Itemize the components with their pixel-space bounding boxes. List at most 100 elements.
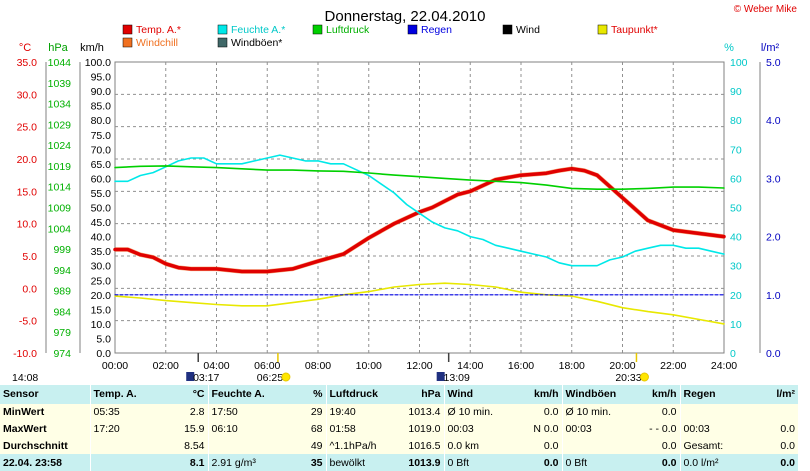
legend-label: Regen bbox=[421, 24, 452, 36]
humidity-tick-label: 20 bbox=[730, 290, 742, 302]
table-cell: Ø 10 min. bbox=[443, 403, 506, 421]
speed-tick-label: 50.0 bbox=[91, 203, 112, 215]
rain-tick-label: 0.0 bbox=[766, 348, 781, 360]
pressure-axis-unit: hPa bbox=[48, 42, 68, 54]
table-cell: 35 bbox=[264, 454, 326, 471]
pressure-tick-label: 1034 bbox=[48, 99, 72, 111]
table-cell bbox=[89, 437, 150, 455]
rain-tick-label: 3.0 bbox=[766, 173, 781, 185]
weather-chart: Donnerstag, 22.04.2010 © Weber Mike Temp… bbox=[12, 4, 798, 384]
rain-tick-label: 2.0 bbox=[766, 232, 781, 244]
legend-swatch bbox=[312, 24, 323, 35]
sun-icon bbox=[639, 372, 649, 382]
table-cell: 0.0 bbox=[628, 454, 680, 471]
series-line-feuchtea bbox=[114, 154, 725, 267]
table-cell: 1016.5 bbox=[388, 437, 444, 455]
x-tick-label: 22:00 bbox=[660, 360, 686, 372]
humidity-tick-label: 30 bbox=[730, 261, 742, 273]
header-cell: Sensor bbox=[0, 385, 90, 404]
stats-table-wrap: Sensor Temp. A. °C Feuchte A. % Luftdruc… bbox=[0, 385, 798, 471]
humidity-tick-label: 70 bbox=[730, 144, 742, 156]
speed-tick-label: 10.0 bbox=[91, 319, 112, 331]
rain-tick-label: 5.0 bbox=[766, 57, 781, 69]
x-tick-label: 18:00 bbox=[559, 360, 585, 372]
pressure-tick-label: 979 bbox=[53, 327, 71, 339]
legend-label: Windböen* bbox=[231, 37, 282, 49]
header-cell: km/h bbox=[506, 385, 562, 404]
sun-icon bbox=[281, 372, 291, 382]
rain-axis-unit: l/m² bbox=[761, 42, 780, 54]
pressure-tick-label: 1024 bbox=[48, 140, 72, 152]
table-row: MaxWert 17:20 15.9 06:10 68 01:58 1019.0… bbox=[0, 420, 798, 438]
table-cell: 0.0 bbox=[742, 437, 798, 455]
stats-table: Sensor Temp. A. °C Feuchte A. % Luftdruc… bbox=[0, 385, 798, 471]
temp-axis-unit: °C bbox=[19, 42, 31, 54]
pressure-tick-label: 1044 bbox=[48, 57, 72, 69]
table-cell: 68 bbox=[264, 420, 326, 438]
table-header-row: Sensor Temp. A. °C Feuchte A. % Luftdruc… bbox=[0, 385, 798, 404]
moonset-time: 03:17 bbox=[193, 372, 219, 384]
row-label: MaxWert bbox=[0, 420, 90, 438]
table-cell: 00:03 bbox=[443, 420, 506, 438]
rain-tick-label: 1.0 bbox=[766, 290, 781, 302]
chart-series bbox=[113, 154, 726, 325]
speed-tick-label: 65.0 bbox=[91, 159, 112, 171]
x-tick-label: 00:00 bbox=[102, 360, 128, 372]
chart-title: Donnerstag, 22.04.2010 bbox=[325, 8, 486, 25]
moon-icon bbox=[186, 372, 195, 381]
legend-label: Taupunkt* bbox=[611, 24, 658, 36]
table-cell: 8.1 bbox=[150, 454, 208, 471]
sunrise-time: 06:25 bbox=[257, 372, 283, 384]
table-cell: Gesamt: bbox=[679, 437, 742, 455]
row-label: MinWert bbox=[0, 403, 90, 421]
series-line-tempa bbox=[113, 166, 726, 274]
table-row: MinWert 05:35 2.8 17:50 29 19:40 1013.4 … bbox=[0, 403, 798, 421]
x-tick-label: 02:00 bbox=[153, 360, 179, 372]
temp-tick-label: 20.0 bbox=[17, 154, 38, 166]
legend-swatch bbox=[122, 24, 133, 35]
moon-icon bbox=[436, 372, 445, 381]
x-tick-label: 16:00 bbox=[508, 360, 534, 372]
pressure-tick-label: 1039 bbox=[48, 78, 72, 90]
speed-tick-label: 45.0 bbox=[91, 217, 112, 229]
humidity-tick-label: 60 bbox=[730, 173, 742, 185]
chart-axes: 35.0 30.0 25.0 20.0 15.0 10.0 5.0 0.0 -5.0 -10.0 1… bbox=[13, 57, 781, 372]
legend-label: Feuchte A.* bbox=[231, 24, 285, 36]
humidity-tick-label: 40 bbox=[730, 232, 742, 244]
table-cell: 49 bbox=[264, 437, 326, 455]
table-cell: 29 bbox=[264, 403, 326, 421]
header-cell: °C bbox=[150, 385, 208, 404]
x-tick-label: 20:00 bbox=[609, 360, 635, 372]
temp-tick-label: 5.0 bbox=[22, 251, 37, 263]
table-cell: 1013.4 bbox=[388, 403, 444, 421]
humidity-tick-label: 90 bbox=[730, 86, 742, 98]
speed-tick-label: 60.0 bbox=[91, 173, 112, 185]
table-cell bbox=[207, 437, 264, 455]
pressure-tick-label: 999 bbox=[53, 244, 71, 256]
speed-tick-label: 35.0 bbox=[91, 246, 112, 258]
speed-tick-label: 75.0 bbox=[91, 130, 112, 142]
table-cell: 00:03 bbox=[679, 420, 742, 438]
temp-tick-label: -10.0 bbox=[13, 348, 37, 360]
legend-label: Windchill bbox=[136, 37, 178, 49]
pressure-tick-label: 989 bbox=[53, 286, 71, 298]
legend-swatch bbox=[407, 24, 418, 35]
copyright: © Weber Mike bbox=[734, 4, 798, 15]
pressure-tick-label: 1004 bbox=[48, 223, 72, 235]
table-cell: 17:20 bbox=[89, 420, 150, 438]
pressure-tick-label: 1029 bbox=[48, 119, 72, 131]
legend-swatch bbox=[217, 24, 228, 35]
table-cell: 2.91 g/m³ bbox=[207, 454, 264, 471]
table-row-current: 22.04. 23:58 8.1 2.91 g/m³ 35 bewölkt 10… bbox=[0, 454, 798, 471]
pressure-tick-label: 1019 bbox=[48, 161, 72, 173]
header-cell: Wind bbox=[443, 385, 506, 404]
table-row: Durchschnitt 8.54 49 ^1.1hPa/h 1016.5 0.… bbox=[0, 437, 798, 455]
header-cell: l/m² bbox=[742, 385, 798, 404]
table-cell: 0.0 bbox=[506, 454, 562, 471]
row-label: 22.04. 23:58 bbox=[0, 454, 90, 471]
table-cell: bewölkt bbox=[325, 454, 388, 471]
table-cell bbox=[679, 403, 742, 421]
legend-swatch bbox=[502, 24, 513, 35]
header-cell: Regen bbox=[679, 385, 742, 404]
x-tick-label: 10:00 bbox=[356, 360, 382, 372]
